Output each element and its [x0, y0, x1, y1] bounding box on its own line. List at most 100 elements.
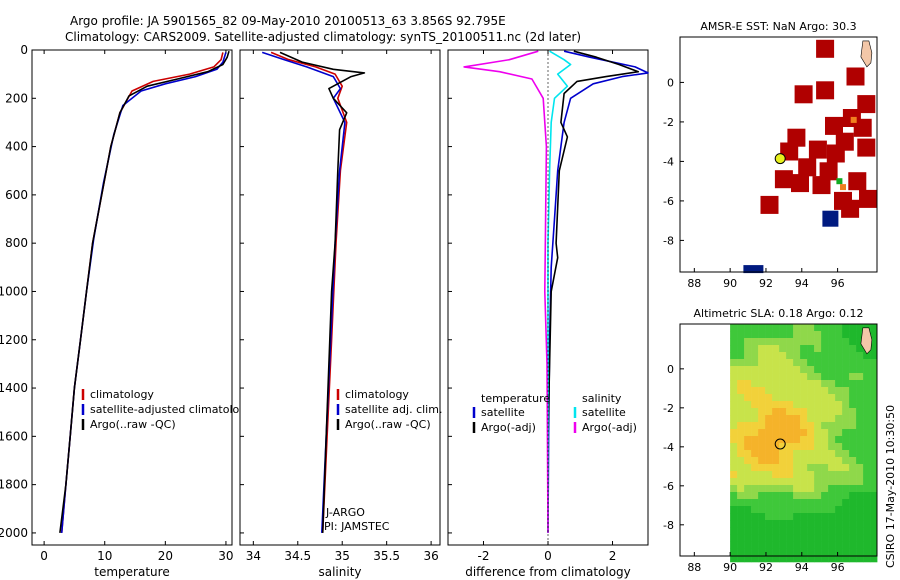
sla-grid-cell — [744, 499, 752, 507]
x-tick-label: 92 — [759, 561, 773, 574]
sla-grid-cell — [779, 401, 787, 409]
sla-grid-cell — [870, 352, 878, 360]
sla-grid-cell — [744, 443, 752, 451]
sla-grid-cell — [772, 464, 780, 472]
y-tick-label: -8 — [663, 234, 674, 247]
sst-grid-cell — [760, 195, 779, 214]
x-axis-label: salinity — [318, 565, 361, 579]
sla-grid-cell — [786, 485, 794, 493]
sla-grid-cell — [772, 394, 780, 402]
map-frame — [679, 36, 878, 273]
sla-grid-cell — [737, 464, 745, 472]
sla-grid-cell — [870, 443, 878, 451]
sla-grid-cell — [828, 527, 836, 535]
legend-label: satellite — [481, 406, 525, 419]
sla-grid-cell — [821, 324, 829, 332]
sla-grid-cell — [737, 450, 745, 458]
sla-grid-cell — [842, 492, 850, 500]
sla-grid-cell — [730, 506, 738, 514]
sla-grid-cell — [751, 499, 759, 507]
sla-grid-cell — [779, 324, 787, 332]
sla-grid-cell — [786, 366, 794, 374]
sla-grid-cell — [765, 527, 773, 535]
x-tick-label: 90 — [723, 277, 737, 290]
sla-grid-cell — [821, 408, 829, 416]
sla-grid-cell — [863, 520, 871, 528]
sla-grid-cell — [779, 331, 787, 339]
sst-map-panel: AMSR-E SST: NaN Argo: 30.3 88 90 92 94 96 0 -2 -… — [663, 20, 878, 290]
sla-grid-cell — [870, 394, 878, 402]
sla-grid-cell — [800, 457, 808, 465]
sla-grid-cell — [758, 415, 766, 423]
sla-grid-cell — [765, 359, 773, 367]
sla-grid-cell — [835, 366, 843, 374]
sla-grid-cell — [765, 443, 773, 451]
sla-grid-cell — [793, 387, 801, 395]
sla-grid-cell — [786, 373, 794, 381]
sla-grid-cell — [828, 513, 836, 521]
sla-grid-cell — [856, 324, 864, 332]
sla-grid-cell — [744, 429, 752, 437]
sla-grid-cell — [751, 555, 759, 563]
sla-grid-cell — [835, 534, 843, 542]
sla-grid-cell — [751, 541, 759, 549]
sla-grid-cell — [730, 541, 738, 549]
sla-grid-cell — [751, 352, 759, 360]
sla-grid-cell — [828, 464, 836, 472]
sla-grid-cell — [849, 478, 857, 486]
sla-grid-cell — [842, 464, 850, 472]
sla-grid-cell — [800, 408, 808, 416]
sla-grid-cell — [737, 527, 745, 535]
sla-grid-cell — [737, 359, 745, 367]
sla-grid-cell — [863, 443, 871, 451]
sla-grid-cell — [772, 338, 780, 346]
sla-grid-cell — [772, 429, 780, 437]
sla-grid-cell — [835, 436, 843, 444]
sla-grid-cell — [870, 359, 878, 367]
sla-grid-cell — [856, 548, 864, 556]
sla-grid-cell — [751, 373, 759, 381]
sla-grid-cell — [765, 387, 773, 395]
sla-grid-cell — [863, 534, 871, 542]
sla-grid-cell — [856, 541, 864, 549]
sla-grid-cell — [814, 478, 822, 486]
sla-grid-cell — [737, 520, 745, 528]
x-tick-label: 94 — [795, 277, 809, 290]
sla-grid-cell — [793, 359, 801, 367]
sla-grid-cell — [828, 541, 836, 549]
sla-grid-cell — [835, 387, 843, 395]
sla-grid-cell — [765, 499, 773, 507]
sla-grid-cell — [751, 429, 759, 437]
sla-grid-cell — [737, 499, 745, 507]
sla-grid-cell — [786, 548, 794, 556]
sla-grid-cell — [793, 415, 801, 423]
sla-grid-cell — [751, 394, 759, 402]
sla-grid-cell — [863, 394, 871, 402]
sla-grid-cell — [737, 429, 745, 437]
sla-grid-cell — [849, 359, 857, 367]
sla-grid-cell — [793, 366, 801, 374]
sla-grid-cell — [849, 429, 857, 437]
x-axis-label: difference from climatology — [465, 565, 631, 579]
sla-grid-cell — [793, 345, 801, 353]
sla-grid-cell — [758, 450, 766, 458]
sla-grid-cell — [765, 534, 773, 542]
sla-grid-cell — [828, 436, 836, 444]
sla-grid-cell — [842, 387, 850, 395]
argo-float-marker — [774, 438, 786, 450]
sla-grid-cell — [793, 499, 801, 507]
sla-grid-cell — [730, 352, 738, 360]
sla-grid-cell — [842, 471, 850, 479]
sla-grid-cell — [772, 415, 780, 423]
sla-grid-cell — [870, 492, 878, 500]
sla-grid-cell — [800, 555, 808, 563]
sla-grid-cell — [842, 506, 850, 514]
sla-grid-cell — [730, 555, 738, 563]
sla-grid-cell — [814, 429, 822, 437]
x-tick-label: 10 — [97, 549, 112, 563]
map-frame — [679, 323, 878, 557]
y-tick-label: 0 — [667, 363, 674, 376]
sla-grid-cell — [772, 555, 780, 563]
sla-grid-cell — [772, 520, 780, 528]
sla-grid-cell — [800, 345, 808, 353]
